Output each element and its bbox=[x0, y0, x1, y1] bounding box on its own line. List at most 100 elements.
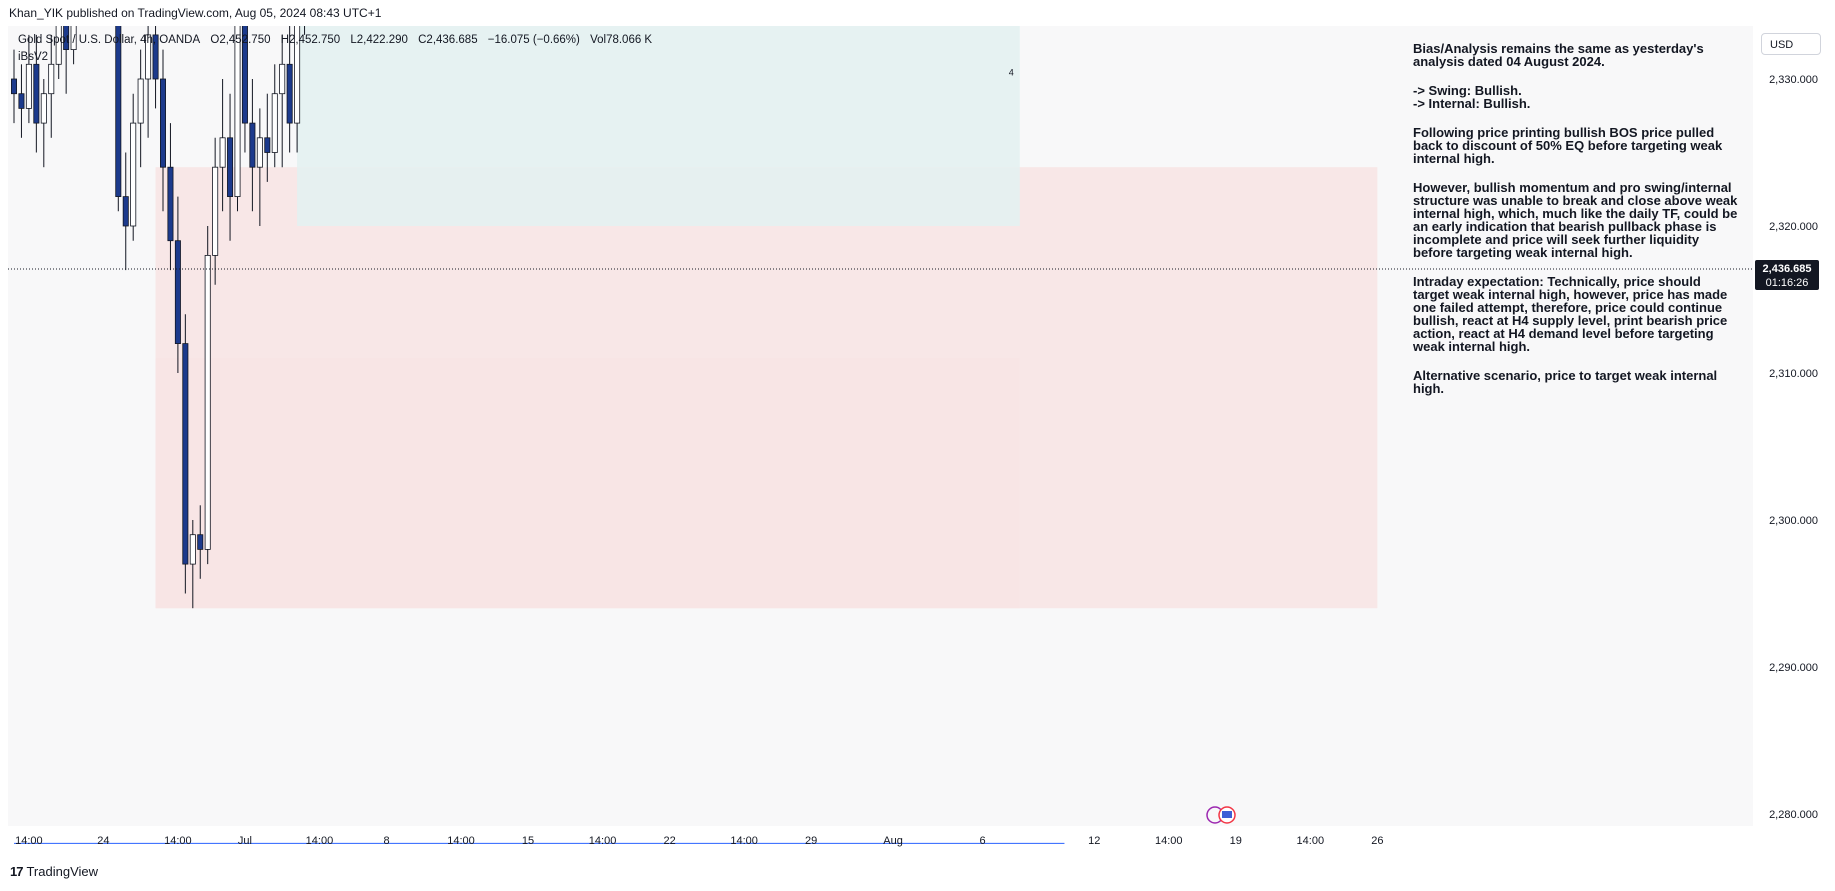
candle[interactable] bbox=[55, 26, 62, 79]
ohlc-change: −16.075 (−0.66%) bbox=[487, 34, 580, 46]
candle[interactable] bbox=[271, 64, 278, 168]
candle[interactable] bbox=[137, 49, 144, 168]
y-axis-tick: 2,320.000 bbox=[1769, 221, 1818, 233]
x-axis-tick: 14:00 bbox=[1297, 835, 1325, 847]
x-axis-tick: 14:00 bbox=[589, 835, 617, 847]
candle[interactable] bbox=[167, 123, 174, 271]
candle-body bbox=[271, 93, 278, 153]
candle[interactable] bbox=[256, 108, 263, 226]
ohlc-close: C2,436.685 bbox=[418, 34, 478, 46]
x-axis-tick: 26 bbox=[1371, 835, 1383, 847]
tradingview-logo[interactable]: 17 TradingView bbox=[10, 864, 98, 879]
symbol-legend[interactable]: Gold Spot / U.S. Dollar, 4h, OANDA O2,45… bbox=[18, 34, 659, 46]
candle[interactable] bbox=[25, 34, 32, 124]
price-tag-countdown: 01:16:26 bbox=[1766, 277, 1809, 289]
candle-body bbox=[130, 122, 137, 227]
price-tag-value: 2,436.685 bbox=[1763, 263, 1812, 275]
candle[interactable] bbox=[48, 34, 55, 138]
candle[interactable] bbox=[115, 26, 122, 212]
candle-body bbox=[286, 63, 293, 124]
analysis-p4: Intraday expectation: Technically, price… bbox=[1413, 274, 1728, 354]
x-axis-tick: 14:00 bbox=[1155, 835, 1183, 847]
candle[interactable] bbox=[197, 505, 204, 579]
tradingview-mark-icon: 17 bbox=[10, 864, 24, 879]
candle[interactable] bbox=[145, 26, 152, 138]
x-axis-tick: 22 bbox=[663, 835, 675, 847]
price-chart[interactable]: 444444 D– 0.5– 0.544 2,280.0002,290.0002… bbox=[0, 26, 1835, 856]
candle-body bbox=[70, 26, 77, 50]
candle-body bbox=[137, 78, 144, 124]
candle-body bbox=[115, 26, 122, 198]
candle[interactable] bbox=[279, 34, 286, 168]
x-axis-tick: 14:00 bbox=[164, 835, 192, 847]
candle-body bbox=[294, 26, 301, 124]
candle-body bbox=[219, 137, 226, 168]
candle[interactable] bbox=[227, 93, 234, 241]
analysis-internal: -> Internal: Bullish. bbox=[1413, 96, 1531, 111]
candle-body bbox=[145, 34, 152, 80]
candle-body bbox=[189, 534, 196, 565]
candle[interactable] bbox=[40, 79, 47, 168]
ohlc-open: O2,452.750 bbox=[210, 34, 271, 46]
candle-body bbox=[10, 78, 17, 95]
price-tag: 2,436.685 01:16:26 bbox=[1755, 260, 1819, 290]
candle-body bbox=[152, 34, 159, 80]
candle[interactable] bbox=[63, 26, 70, 94]
x-axis-tick: Jul bbox=[238, 835, 252, 847]
ohlc-high: H2,452.750 bbox=[280, 34, 341, 46]
candle[interactable] bbox=[10, 49, 17, 124]
candle[interactable] bbox=[159, 49, 166, 212]
analysis-p2: Following price printing bullish BOS pri… bbox=[1413, 125, 1723, 166]
ohlc-low: L2,422.290 bbox=[350, 34, 408, 46]
candle[interactable] bbox=[249, 79, 256, 212]
candle[interactable] bbox=[234, 26, 241, 212]
candle[interactable] bbox=[189, 520, 196, 609]
candle[interactable] bbox=[219, 79, 226, 212]
y-axis-tick: 2,300.000 bbox=[1769, 515, 1818, 527]
candle-body bbox=[182, 343, 189, 565]
candle[interactable] bbox=[241, 26, 248, 153]
chart-area[interactable]: 444444 D– 0.5– 0.544 2,280.0002,290.0002… bbox=[0, 26, 1835, 856]
x-axis-tick: 14:00 bbox=[447, 835, 475, 847]
candle-body bbox=[234, 26, 241, 197]
candle[interactable] bbox=[204, 226, 211, 565]
x-axis-tick: Aug bbox=[883, 835, 903, 847]
x-axis-tick: 14:00 bbox=[15, 835, 43, 847]
indicator-label[interactable]: iBsV2 bbox=[18, 51, 49, 63]
candle[interactable] bbox=[70, 26, 77, 65]
published-header: Khan_YIK published on TradingView.com, A… bbox=[9, 6, 382, 20]
candle[interactable] bbox=[152, 26, 159, 109]
candle[interactable] bbox=[122, 152, 129, 271]
volume-value: Vol78.066 K bbox=[590, 34, 653, 46]
candle[interactable] bbox=[264, 93, 271, 182]
flag-icon bbox=[1222, 811, 1232, 818]
candle[interactable] bbox=[212, 137, 219, 285]
candle[interactable] bbox=[33, 34, 40, 153]
analysis-p1: Bias/Analysis remains the same as yester… bbox=[1413, 41, 1704, 69]
candle-body bbox=[197, 534, 204, 550]
candle[interactable] bbox=[182, 314, 189, 594]
candle-body bbox=[25, 63, 32, 109]
candle-body bbox=[227, 137, 234, 198]
footer-brand: TradingView bbox=[26, 864, 99, 879]
x-axis-tick: 24 bbox=[97, 835, 109, 847]
demand-zone bbox=[297, 26, 1020, 168]
supply-zone bbox=[155, 358, 1020, 609]
candle[interactable] bbox=[130, 93, 137, 241]
symbol-name[interactable]: Gold Spot / U.S. Dollar, 4h, OANDA bbox=[18, 34, 201, 46]
candle-body bbox=[204, 254, 211, 550]
candle-body bbox=[241, 26, 248, 124]
candle-body bbox=[174, 240, 181, 344]
candle-body bbox=[264, 137, 271, 153]
candle[interactable] bbox=[174, 196, 181, 373]
x-axis-tick: 15 bbox=[522, 835, 534, 847]
candle-body bbox=[122, 196, 129, 227]
currency-button[interactable]: USD bbox=[1761, 33, 1821, 55]
analysis-p5: Alternative scenario, price to target we… bbox=[1413, 368, 1718, 396]
y-axis-tick: 2,310.000 bbox=[1769, 368, 1818, 380]
candle[interactable] bbox=[294, 26, 301, 153]
event-icons[interactable] bbox=[1206, 806, 1236, 824]
candle-body bbox=[48, 63, 55, 95]
candle[interactable] bbox=[18, 64, 25, 138]
candle[interactable] bbox=[286, 26, 293, 153]
